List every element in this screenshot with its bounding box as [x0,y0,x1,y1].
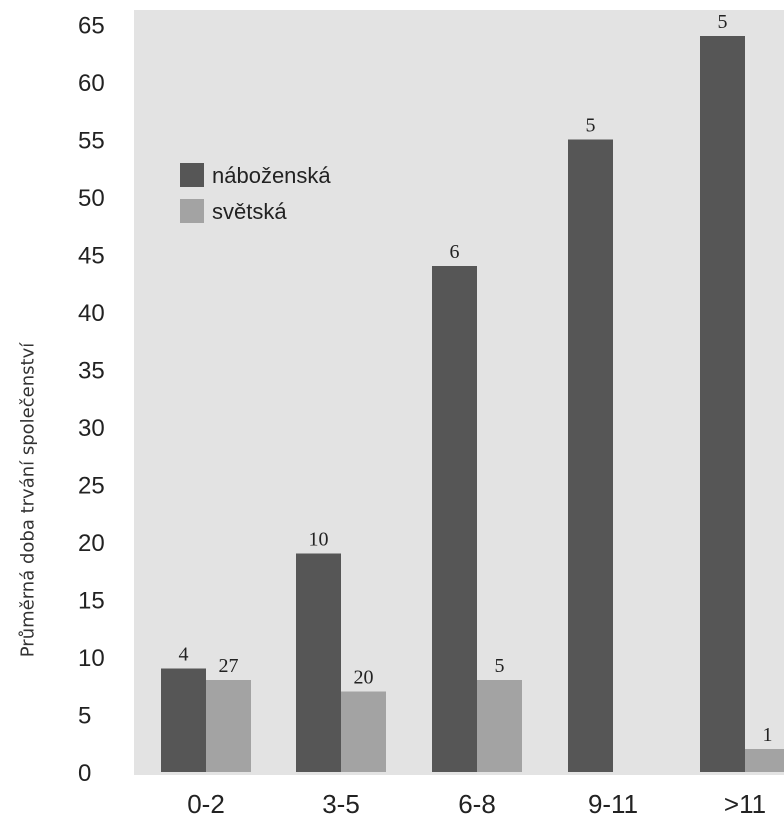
x-tick-label: 9-11 [588,789,638,819]
bar-value-label: 20 [354,667,374,689]
x-tick-label: >11 [724,789,766,819]
legend: náboženská světská [180,163,331,224]
bar-value-label: 6 [450,241,460,263]
y-tick-label: 0 [78,760,91,787]
bar-nabozenska-3-5 [296,553,341,772]
y-tick-label: 40 [78,300,105,327]
x-axis: 0-2 3-5 6-8 9-11 >11 [187,789,766,819]
y-tick-label: 45 [78,243,105,270]
y-tick-label: 5 [78,703,91,730]
bar-value-label: 5 [586,115,596,137]
bar-value-label: 5 [718,11,728,33]
bar-nabozenska-0-2 [161,668,206,772]
y-tick-label: 20 [78,530,105,557]
bar-value-label: 27 [219,655,239,677]
legend-label: náboženská [212,163,331,188]
x-tick-label: 0-2 [187,789,225,819]
x-tick-label: 6-8 [458,789,496,819]
y-tick-label: 15 [78,588,105,615]
y-axis: 0 5 10 15 20 25 30 35 40 45 50 55 60 65 [78,13,105,788]
bar-value-labels: 4 10 6 5 5 27 20 5 1 [179,11,773,746]
bar-nabozenska-9-11 [568,139,613,772]
bars [161,36,784,772]
y-tick-label: 25 [78,473,105,500]
y-tick-label: 65 [78,13,105,40]
bar-svetska-3-5 [341,691,386,772]
bar-value-label: 4 [179,644,189,666]
bar-value-label: 5 [495,655,505,677]
legend-swatch [180,199,204,223]
legend-label: světská [212,199,287,224]
y-tick-label: 35 [78,358,105,385]
y-tick-label: 30 [78,415,105,442]
bar-svetska-6-8 [477,680,522,772]
bar-value-label: 1 [763,724,773,746]
x-tick-label: 3-5 [322,789,360,819]
bar-svetska-0-2 [206,680,251,772]
bar-value-label: 10 [309,529,329,551]
y-tick-label: 10 [78,645,105,672]
y-tick-label: 60 [78,70,105,97]
bar-svetska->11 [745,749,784,772]
legend-swatch [180,163,204,187]
y-tick-label: 55 [78,128,105,155]
bar-nabozenska->11 [700,36,745,772]
bar-nabozenska-6-8 [432,266,477,772]
y-tick-label: 50 [78,185,105,212]
